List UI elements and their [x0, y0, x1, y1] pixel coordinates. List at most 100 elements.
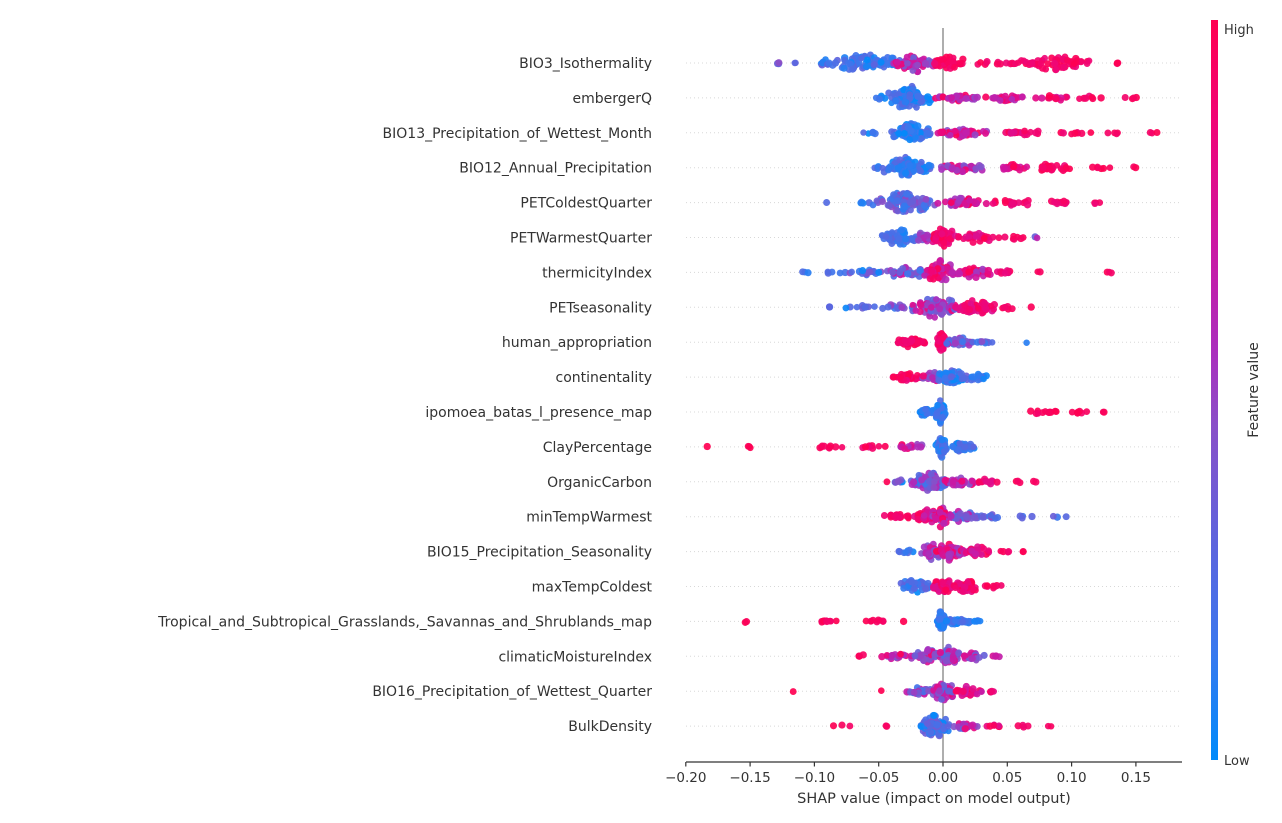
data-point	[909, 301, 916, 309]
data-point	[940, 681, 947, 689]
data-point	[1063, 56, 1071, 64]
data-point	[962, 129, 970, 137]
data-point	[940, 448, 948, 455]
data-point	[939, 93, 947, 101]
data-point	[918, 476, 926, 484]
data-point	[853, 303, 861, 311]
data-point	[959, 55, 967, 63]
data-point	[983, 478, 990, 485]
data-point	[1009, 162, 1018, 171]
data-point	[967, 722, 974, 729]
data-point	[882, 233, 890, 240]
data-point	[939, 579, 947, 586]
data-point	[934, 409, 941, 417]
data-point	[956, 194, 964, 202]
data-point	[935, 337, 942, 345]
data-point	[925, 550, 933, 558]
data-point	[932, 296, 940, 303]
data-point	[946, 235, 954, 243]
data-point	[1027, 407, 1035, 415]
y-axis-feature-label: PETseasonality	[549, 300, 652, 316]
data-point	[987, 512, 995, 519]
data-point	[906, 162, 914, 170]
data-point	[967, 514, 975, 522]
data-point	[920, 512, 928, 519]
data-point	[1041, 54, 1048, 62]
data-point	[974, 305, 982, 312]
data-point	[1030, 477, 1038, 485]
data-point	[953, 686, 961, 694]
data-point	[924, 93, 932, 101]
data-point	[1028, 512, 1036, 521]
data-point	[942, 586, 950, 594]
data-point	[902, 169, 910, 177]
data-point	[921, 272, 928, 279]
data-point	[1052, 408, 1060, 416]
data-point	[938, 414, 946, 422]
data-point	[930, 711, 938, 719]
data-point	[892, 97, 900, 105]
data-point	[943, 340, 950, 347]
data-point	[829, 722, 838, 730]
data-point	[957, 510, 964, 517]
data-point	[831, 59, 840, 67]
data-point	[985, 547, 992, 554]
data-point	[1037, 60, 1045, 67]
data-point	[902, 549, 909, 556]
data-point	[971, 131, 979, 139]
data-point	[993, 478, 1001, 486]
data-point	[936, 397, 944, 404]
data-point	[1130, 94, 1138, 102]
data-point	[924, 720, 931, 727]
data-point	[921, 59, 930, 68]
data-point	[849, 65, 857, 73]
data-point	[908, 578, 916, 586]
data-point	[979, 513, 987, 521]
data-point	[894, 339, 902, 347]
data-point	[860, 129, 867, 136]
data-point	[997, 582, 1005, 589]
data-point	[895, 235, 902, 242]
data-point	[879, 164, 886, 172]
data-point	[1039, 163, 1047, 172]
data-point	[1002, 59, 1010, 67]
data-point	[900, 202, 909, 210]
data-point	[982, 305, 990, 313]
data-point	[866, 268, 874, 276]
data-point	[972, 273, 980, 282]
data-point	[869, 128, 877, 136]
data-point	[1023, 163, 1031, 171]
data-point	[874, 616, 882, 624]
data-point	[1068, 130, 1075, 138]
data-point	[922, 585, 930, 593]
x-axis-tick-label: 0.10	[1057, 770, 1087, 786]
data-point	[987, 302, 995, 310]
data-point	[901, 98, 909, 106]
y-axis-feature-label: minTempWarmest	[526, 510, 652, 526]
data-point	[884, 166, 892, 174]
data-point	[1044, 60, 1052, 68]
data-point	[880, 512, 888, 519]
data-point	[983, 59, 990, 67]
data-point	[914, 61, 921, 69]
data-point	[859, 199, 867, 207]
data-point	[933, 721, 941, 729]
data-point	[973, 617, 981, 625]
data-point	[936, 648, 945, 657]
data-point	[936, 508, 944, 516]
data-point	[901, 130, 908, 137]
data-point	[951, 127, 959, 135]
data-point	[979, 265, 987, 273]
data-point	[952, 514, 961, 522]
data-point	[1089, 163, 1097, 171]
data-point	[1107, 269, 1115, 277]
x-axis-tick-label: −0.20	[665, 770, 706, 786]
y-axis-feature-label: BIO3_Isothermality	[519, 56, 652, 72]
y-axis-feature-label: BIO16_Precipitation_of_Wettest_Quarter	[372, 684, 652, 700]
y-axis-feature-label: continentality	[556, 370, 653, 386]
data-point	[967, 300, 975, 307]
data-point	[1049, 512, 1057, 520]
data-point	[914, 122, 922, 130]
data-point	[938, 165, 946, 173]
data-point	[980, 545, 988, 552]
